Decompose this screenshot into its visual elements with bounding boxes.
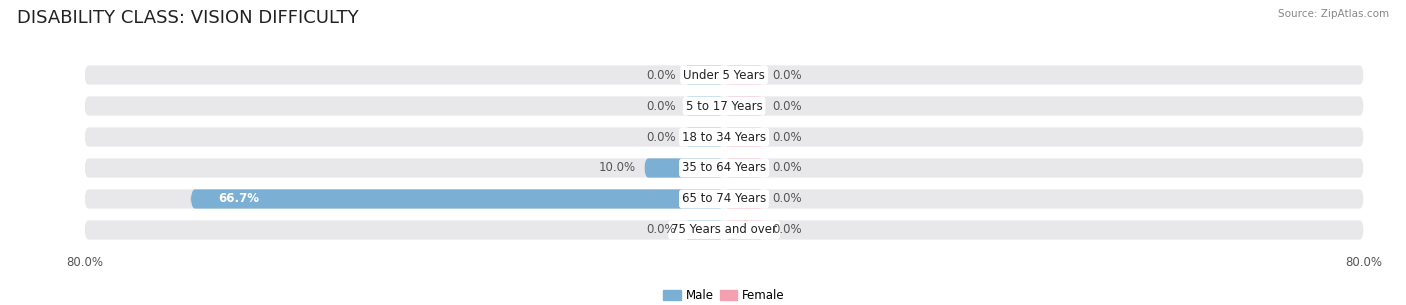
FancyBboxPatch shape [84, 127, 1364, 147]
Text: 10.0%: 10.0% [599, 161, 636, 174]
FancyBboxPatch shape [84, 96, 1364, 116]
Text: 0.0%: 0.0% [647, 131, 676, 144]
FancyBboxPatch shape [84, 66, 1364, 85]
FancyBboxPatch shape [724, 96, 763, 116]
Text: 0.0%: 0.0% [647, 99, 676, 113]
Text: 0.0%: 0.0% [647, 69, 676, 81]
Text: 0.0%: 0.0% [647, 224, 676, 236]
Text: 66.7%: 66.7% [219, 192, 260, 206]
Text: 0.0%: 0.0% [772, 161, 801, 174]
FancyBboxPatch shape [84, 189, 1364, 209]
Legend: Male, Female: Male, Female [658, 284, 790, 305]
Text: DISABILITY CLASS: VISION DIFFICULTY: DISABILITY CLASS: VISION DIFFICULTY [17, 9, 359, 27]
Text: Under 5 Years: Under 5 Years [683, 69, 765, 81]
Text: 0.0%: 0.0% [772, 99, 801, 113]
Text: 75 Years and over: 75 Years and over [671, 224, 778, 236]
FancyBboxPatch shape [724, 158, 763, 178]
Text: 35 to 64 Years: 35 to 64 Years [682, 161, 766, 174]
Text: 0.0%: 0.0% [772, 192, 801, 206]
Text: 0.0%: 0.0% [772, 69, 801, 81]
FancyBboxPatch shape [724, 127, 763, 147]
FancyBboxPatch shape [84, 158, 1364, 178]
FancyBboxPatch shape [84, 220, 1364, 239]
FancyBboxPatch shape [724, 220, 763, 239]
Text: 65 to 74 Years: 65 to 74 Years [682, 192, 766, 206]
Text: 0.0%: 0.0% [772, 131, 801, 144]
FancyBboxPatch shape [724, 66, 763, 85]
FancyBboxPatch shape [685, 66, 724, 85]
Text: 18 to 34 Years: 18 to 34 Years [682, 131, 766, 144]
FancyBboxPatch shape [685, 220, 724, 239]
Text: 0.0%: 0.0% [772, 224, 801, 236]
FancyBboxPatch shape [685, 127, 724, 147]
Text: 5 to 17 Years: 5 to 17 Years [686, 99, 762, 113]
FancyBboxPatch shape [724, 189, 763, 209]
Text: Source: ZipAtlas.com: Source: ZipAtlas.com [1278, 9, 1389, 19]
FancyBboxPatch shape [644, 158, 724, 178]
FancyBboxPatch shape [191, 189, 724, 209]
FancyBboxPatch shape [685, 96, 724, 116]
